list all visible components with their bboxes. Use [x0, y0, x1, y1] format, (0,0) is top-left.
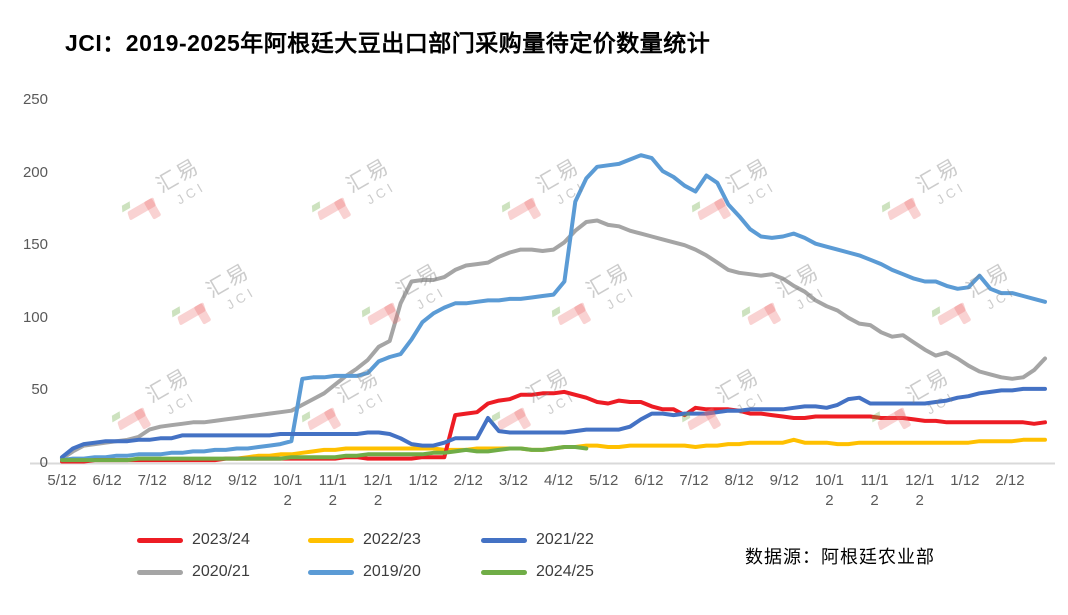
x-axis-tick-label: 2/12: [995, 472, 1025, 489]
chart-legend: 2023/24 2022/23 2021/22 2020/21 2019/20 2024/…: [137, 530, 611, 582]
y-axis-tick-label: 100: [22, 308, 48, 326]
series-line-2021-22: [60, 386, 1047, 460]
legend-label: 2020/21: [192, 563, 250, 580]
y-axis-tick-label: 250: [22, 91, 48, 108]
x-axis-tick-label: 9/12: [769, 472, 799, 489]
x-axis-tick-label: 7/12: [137, 472, 167, 489]
x-axis-tick-label: 3/12: [498, 472, 529, 489]
x-axis-tick-label: 12/12: [905, 472, 935, 509]
x-axis-tick-label: 2/12: [453, 472, 483, 489]
y-axis-tick-label: 0: [39, 454, 48, 471]
x-axis-tick-label: 10/12: [814, 472, 845, 509]
legend-label: 2023/24: [192, 531, 250, 548]
x-axis-tick-label: 1/12: [408, 472, 438, 489]
source-note: 数据源：阿根廷农业部: [745, 547, 935, 567]
x-axis-tick-label: 8/12: [724, 472, 754, 489]
legend-item-2024-25: 2024/25: [481, 562, 611, 582]
legend-label: 2024/25: [536, 563, 594, 580]
x-axis-tick-label: 8/12: [182, 472, 213, 489]
legend-item-2023-24: 2023/24: [137, 530, 308, 550]
series-line-2020-21: [60, 218, 1047, 461]
x-axis-tick-label: 1/12: [950, 472, 980, 489]
x-axis-tick-label: 12/12: [363, 472, 393, 509]
legend-label: 2021/22: [536, 531, 594, 548]
x-axis-tick-label: 7/12: [679, 472, 709, 489]
x-axis-tick-label: 9/12: [227, 472, 258, 489]
chart-title: JCI：2019-2025年阿根廷大豆出口部门采购量待定价数量统计: [65, 30, 711, 56]
x-axis-tick-label: 4/12: [543, 472, 574, 489]
series-line-2022-23: [234, 437, 1047, 461]
x-axis-tick-label: 5/12: [589, 472, 619, 489]
legend-swatch: [308, 537, 354, 543]
series-line-2019-20: [60, 153, 1047, 463]
legend-label: 2019/20: [363, 563, 421, 580]
y-axis-tick-label: 200: [22, 163, 48, 181]
series-line-2024-25: [60, 445, 589, 463]
x-axis-tick-label: 10/12: [273, 472, 303, 509]
x-axis-tick-label: 5/12: [47, 472, 77, 489]
legend-swatch: [137, 569, 183, 575]
legend-swatch: [481, 537, 527, 543]
legend-item-2019-20: 2019/20: [308, 562, 481, 582]
legend-item-2020-21: 2020/21: [137, 562, 308, 582]
legend-label: 2022/23: [363, 531, 421, 548]
y-axis-tick-label: 50: [31, 381, 48, 399]
legend-swatch: [308, 569, 354, 575]
legend-item-2022-23: 2022/23: [308, 530, 481, 550]
x-axis-tick-label: 6/12: [634, 472, 664, 489]
x-axis-tick-label: 11/12: [318, 472, 347, 509]
y-axis-tick-label: 150: [22, 236, 48, 254]
x-axis-tick-label: 11/12: [860, 472, 889, 509]
legend-swatch: [481, 569, 527, 575]
x-axis-tick-label: 6/12: [92, 472, 122, 489]
legend-item-2021-22: 2021/22: [481, 530, 611, 550]
legend-swatch: [137, 537, 183, 543]
